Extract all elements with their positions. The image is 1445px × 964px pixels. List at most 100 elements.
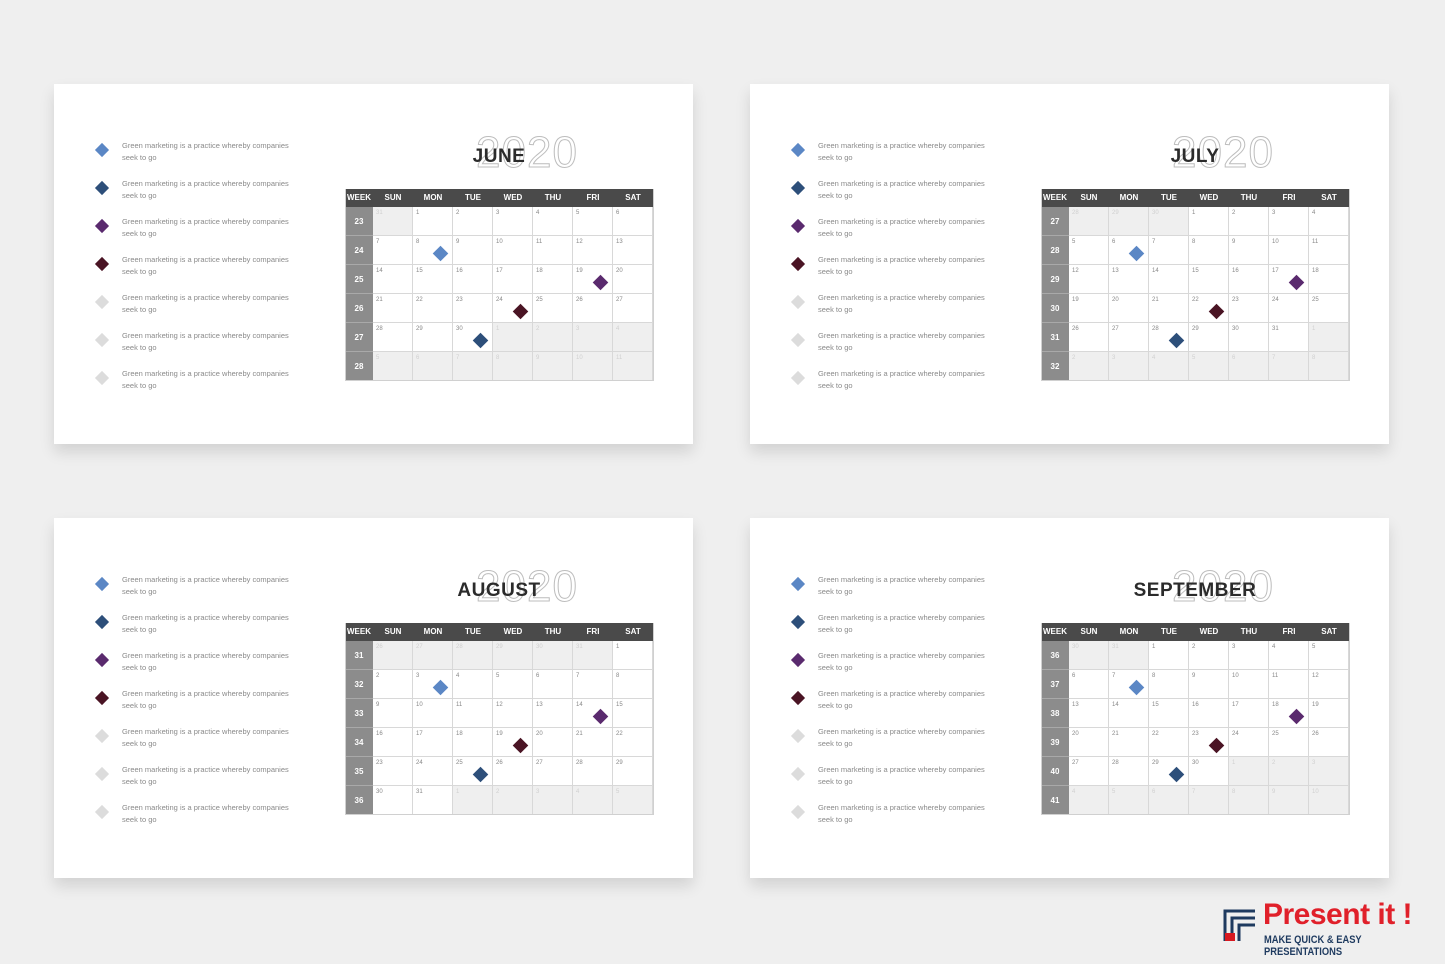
week-number: 24 xyxy=(345,236,373,265)
day-cell: 30 xyxy=(1069,641,1109,670)
weekday-header: SAT xyxy=(1309,189,1349,207)
day-cell: 8 xyxy=(613,670,653,699)
day-cell: 17 xyxy=(413,728,453,757)
legend-text: Green marketing is a practice whereby co… xyxy=(818,369,985,390)
week-number: 32 xyxy=(345,670,373,699)
legend-diamond xyxy=(790,614,806,630)
year: 2020 xyxy=(1172,562,1274,612)
day-cell: 23 xyxy=(1229,294,1269,323)
day-cell: 17 xyxy=(1269,265,1309,294)
weekday-header: MON xyxy=(413,623,453,641)
day-cell: 26 xyxy=(573,294,613,323)
legend-diamond xyxy=(790,218,806,234)
week-number: 27 xyxy=(345,323,373,352)
day-cell: 8 xyxy=(1229,786,1269,815)
legend-text: Green marketing is a practice whereby co… xyxy=(818,575,985,596)
weekday-header: SUN xyxy=(373,189,413,207)
day-cell: 6 xyxy=(1109,236,1149,265)
day-cell: 1 xyxy=(1229,757,1269,786)
day-cell: 1 xyxy=(453,786,493,815)
legend-text: Green marketing is a practice whereby co… xyxy=(122,765,289,786)
day-cell: 12 xyxy=(573,236,613,265)
weekday-header: SAT xyxy=(613,189,653,207)
day-cell: 19 xyxy=(493,728,533,757)
weekday-header: FRI xyxy=(1269,623,1309,641)
day-cell: 28 xyxy=(1109,757,1149,786)
day-cell: 13 xyxy=(613,236,653,265)
legend-diamond xyxy=(94,142,110,158)
legend-text: Green marketing is a practice whereby co… xyxy=(818,141,985,162)
day-cell: 3 xyxy=(1109,352,1149,381)
day-cell: 16 xyxy=(453,265,493,294)
week-number: 28 xyxy=(1041,236,1069,265)
week-header: WEEK xyxy=(345,623,373,641)
day-cell: 27 xyxy=(1069,757,1109,786)
day-cell: 29 xyxy=(493,641,533,670)
day-cell: 20 xyxy=(613,265,653,294)
month-title: SEPTEMBER xyxy=(1133,580,1257,601)
day-cell: 1 xyxy=(413,207,453,236)
day-cell: 27 xyxy=(413,641,453,670)
day-cell: 14 xyxy=(373,265,413,294)
week-number: 31 xyxy=(1041,323,1069,352)
day-cell: 16 xyxy=(1189,699,1229,728)
day-cell: 5 xyxy=(1189,352,1229,381)
day-cell: 13 xyxy=(1069,699,1109,728)
day-cell: 23 xyxy=(1189,728,1229,757)
legend-diamond xyxy=(94,766,110,782)
day-cell: 5 xyxy=(1309,641,1349,670)
day-cell: 12 xyxy=(1069,265,1109,294)
weekday-header: MON xyxy=(1109,623,1149,641)
day-cell: 29 xyxy=(1109,207,1149,236)
day-cell: 12 xyxy=(493,699,533,728)
day-cell: 6 xyxy=(613,207,653,236)
legend-diamond xyxy=(790,804,806,820)
week-number: 34 xyxy=(345,728,373,757)
day-cell: 4 xyxy=(1149,352,1189,381)
day-cell: 23 xyxy=(373,757,413,786)
week-number: 36 xyxy=(1041,641,1069,670)
day-cell: 30 xyxy=(1229,323,1269,352)
day-cell: 8 xyxy=(413,236,453,265)
day-cell: 10 xyxy=(413,699,453,728)
weekday-header: WED xyxy=(493,189,533,207)
legend-diamond xyxy=(790,728,806,744)
day-cell: 16 xyxy=(1229,265,1269,294)
day-cell: 29 xyxy=(613,757,653,786)
day-cell: 31 xyxy=(413,786,453,815)
legend-text: Green marketing is a practice whereby co… xyxy=(122,217,289,238)
legend-text: Green marketing is a practice whereby co… xyxy=(122,575,289,596)
day-cell: 28 xyxy=(1149,323,1189,352)
day-cell: 31 xyxy=(1109,641,1149,670)
day-cell: 26 xyxy=(1309,728,1349,757)
day-cell: 8 xyxy=(1309,352,1349,381)
week-header: WEEK xyxy=(1041,189,1069,207)
legend-diamond xyxy=(94,370,110,386)
day-cell: 4 xyxy=(573,786,613,815)
legend-diamond xyxy=(94,218,110,234)
day-cell: 1 xyxy=(493,323,533,352)
day-cell: 13 xyxy=(533,699,573,728)
slide: Green marketing is a practice whereby co… xyxy=(54,518,693,878)
day-cell: 24 xyxy=(413,757,453,786)
day-cell: 4 xyxy=(1069,786,1109,815)
day-cell: 5 xyxy=(613,786,653,815)
weekday-header: SUN xyxy=(373,623,413,641)
weekday-header: SAT xyxy=(1309,623,1349,641)
day-cell: 24 xyxy=(1229,728,1269,757)
day-cell: 22 xyxy=(1189,294,1229,323)
day-cell: 29 xyxy=(1189,323,1229,352)
legend-text: Green marketing is a practice whereby co… xyxy=(122,369,289,390)
weekday-header: WED xyxy=(1189,189,1229,207)
day-cell: 28 xyxy=(373,323,413,352)
weekday-header: WED xyxy=(1189,623,1229,641)
day-cell: 22 xyxy=(1149,728,1189,757)
legend-text: Green marketing is a practice whereby co… xyxy=(818,689,985,710)
day-cell: 2 xyxy=(1269,757,1309,786)
day-cell: 10 xyxy=(1269,236,1309,265)
day-cell: 28 xyxy=(1069,207,1109,236)
day-cell: 21 xyxy=(573,728,613,757)
legend-diamond xyxy=(790,294,806,310)
day-cell: 26 xyxy=(373,641,413,670)
